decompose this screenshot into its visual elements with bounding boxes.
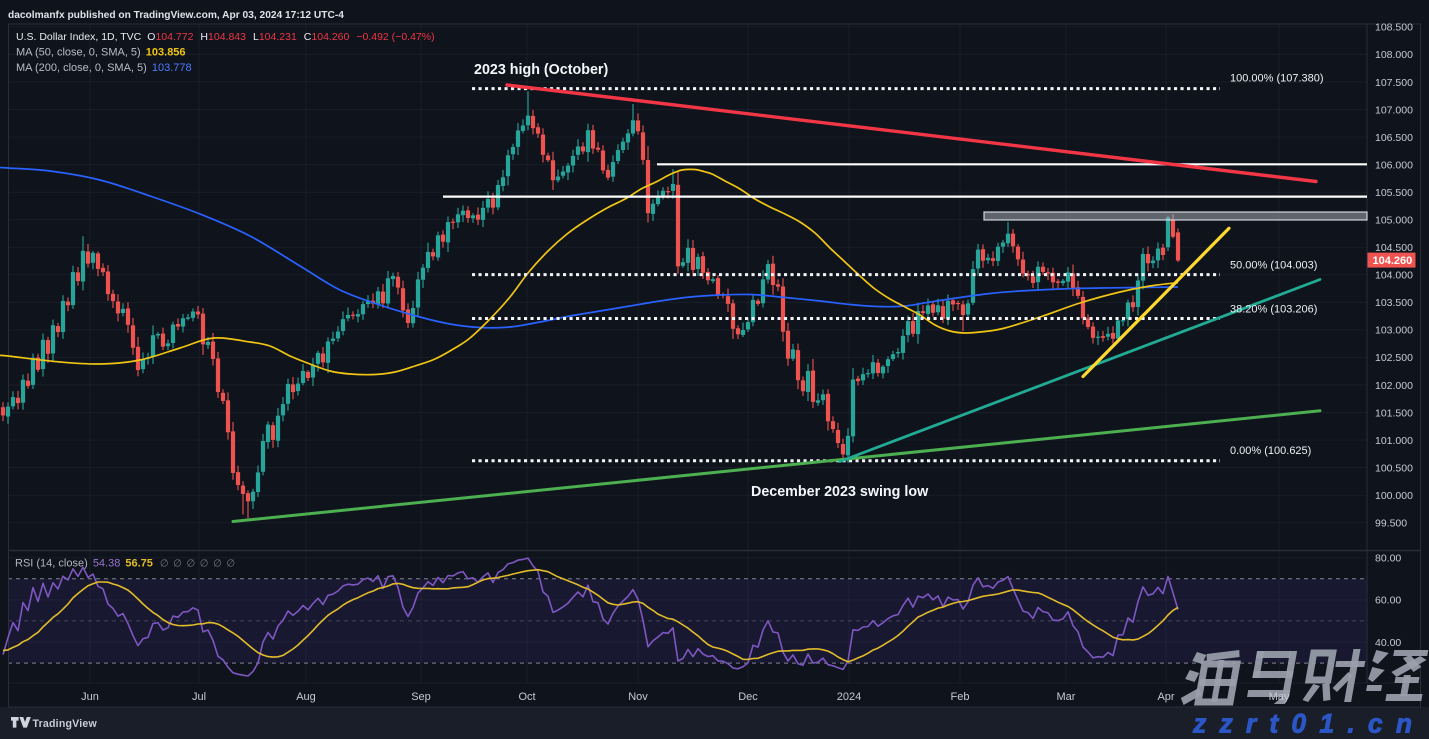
svg-text:2024: 2024 bbox=[837, 691, 861, 703]
svg-text:Apr: Apr bbox=[1157, 691, 1174, 703]
svg-text:100.500: 100.500 bbox=[1375, 462, 1413, 474]
svg-text:May: May bbox=[1269, 691, 1290, 703]
svg-text:2023 high (October): 2023 high (October) bbox=[474, 62, 608, 78]
svg-text:Oct: Oct bbox=[518, 691, 535, 703]
svg-text:MA (200, close, 0, SMA, 5) 103: MA (200, close, 0, SMA, 5) 103.778 bbox=[16, 62, 192, 74]
svg-text:Jul: Jul bbox=[192, 691, 206, 703]
svg-text:104.260: 104.260 bbox=[1373, 255, 1413, 267]
svg-text:80.00: 80.00 bbox=[1375, 553, 1401, 565]
svg-text:dacolmanfx published on Tradin: dacolmanfx published on TradingView.com,… bbox=[8, 10, 344, 21]
svg-text:108.000: 108.000 bbox=[1375, 49, 1413, 61]
svg-text:Sep: Sep bbox=[411, 691, 431, 703]
svg-text:104.000: 104.000 bbox=[1375, 270, 1413, 282]
svg-text:105.500: 105.500 bbox=[1375, 187, 1413, 199]
svg-text:40.00: 40.00 bbox=[1375, 637, 1401, 649]
svg-text:104.500: 104.500 bbox=[1375, 242, 1413, 254]
svg-text:100.00% (107.380): 100.00% (107.380) bbox=[1230, 73, 1324, 85]
svg-text:99.500: 99.500 bbox=[1375, 518, 1407, 530]
svg-text:Aug: Aug bbox=[296, 691, 316, 703]
svg-text:100.000: 100.000 bbox=[1375, 490, 1413, 502]
svg-text:Nov: Nov bbox=[628, 691, 648, 703]
svg-text:MA (50, close, 0, SMA, 5) 103.: MA (50, close, 0, SMA, 5) 103.856 bbox=[16, 47, 186, 59]
svg-text:102.500: 102.500 bbox=[1375, 352, 1413, 364]
svg-text:0.00% (100.625): 0.00% (100.625) bbox=[1230, 445, 1311, 457]
svg-text:102.000: 102.000 bbox=[1375, 380, 1413, 392]
svg-text:103.000: 103.000 bbox=[1375, 325, 1413, 337]
svg-text:101.500: 101.500 bbox=[1375, 407, 1413, 419]
svg-text:101.000: 101.000 bbox=[1375, 435, 1413, 447]
svg-text:Dec: Dec bbox=[738, 691, 758, 703]
svg-text:Feb: Feb bbox=[951, 691, 970, 703]
svg-text:December 2023 swing low: December 2023 swing low bbox=[751, 484, 929, 500]
svg-text:TradingView: TradingView bbox=[33, 718, 98, 730]
svg-text:103.500: 103.500 bbox=[1375, 297, 1413, 309]
svg-text:106.000: 106.000 bbox=[1375, 159, 1413, 171]
svg-text:38.20% (103.206): 38.20% (103.206) bbox=[1230, 304, 1317, 316]
svg-text:107.500: 107.500 bbox=[1375, 77, 1413, 89]
svg-text:105.000: 105.000 bbox=[1375, 215, 1413, 227]
svg-text:50.00% (104.003): 50.00% (104.003) bbox=[1230, 260, 1317, 272]
svg-text:106.500: 106.500 bbox=[1375, 132, 1413, 144]
svg-text:Mar: Mar bbox=[1057, 691, 1076, 703]
svg-text:107.000: 107.000 bbox=[1375, 104, 1413, 116]
svg-text:Jun: Jun bbox=[81, 691, 99, 703]
svg-text:108.500: 108.500 bbox=[1375, 22, 1413, 34]
svg-text:zzrt01.cn: zzrt01.cn bbox=[1192, 709, 1425, 739]
svg-text:60.00: 60.00 bbox=[1375, 595, 1401, 607]
